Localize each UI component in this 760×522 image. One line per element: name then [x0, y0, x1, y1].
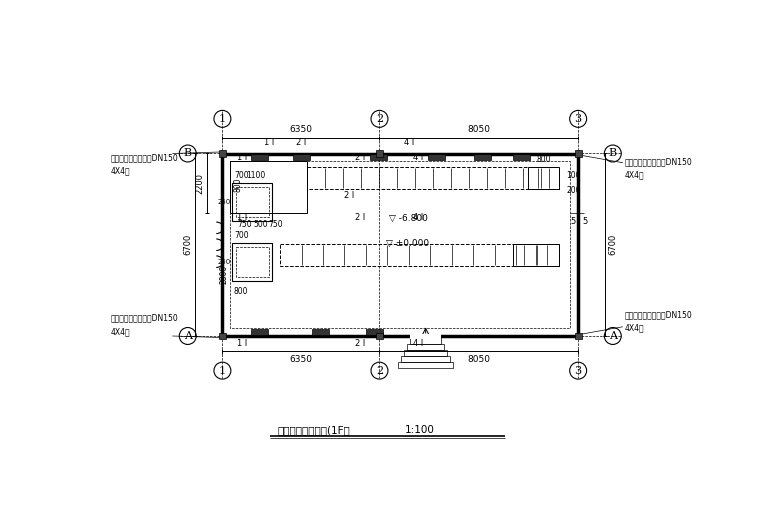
Text: 2 l: 2 l — [355, 213, 366, 222]
Text: 1 l: 1 l — [236, 213, 247, 222]
Bar — [293, 155, 310, 160]
Bar — [223, 153, 578, 336]
Bar — [407, 343, 444, 350]
Text: 2 l: 2 l — [355, 153, 366, 162]
Bar — [236, 186, 268, 217]
Text: 100: 100 — [567, 171, 581, 180]
Bar — [474, 155, 491, 160]
Text: 电缆沟型钢穿墙套管DN150
4X4根: 电缆沟型钢穿墙套管DN150 4X4根 — [625, 310, 692, 332]
Bar — [410, 338, 441, 343]
Bar — [230, 161, 307, 213]
Text: 5: 5 — [582, 217, 587, 226]
Text: ▽ -6.800: ▽ -6.800 — [388, 213, 427, 223]
Bar — [404, 350, 447, 356]
Text: ▽ ±0.000: ▽ ±0.000 — [386, 239, 429, 248]
Bar — [366, 329, 383, 335]
Text: 4 l: 4 l — [413, 339, 423, 348]
Text: 800: 800 — [234, 177, 243, 192]
Bar — [575, 333, 581, 339]
Text: 1100: 1100 — [246, 171, 265, 181]
Bar — [513, 155, 530, 160]
Bar — [398, 362, 454, 369]
Text: 2 l: 2 l — [344, 191, 354, 199]
Text: 1 l: 1 l — [236, 153, 247, 162]
Text: 2 l: 2 l — [355, 339, 366, 348]
Text: 1: 1 — [219, 365, 226, 376]
Text: 2 l: 2 l — [296, 138, 306, 147]
Text: A: A — [184, 331, 192, 341]
Text: 250: 250 — [217, 259, 231, 265]
Text: 1: 1 — [219, 114, 226, 124]
Bar — [233, 243, 272, 281]
Bar — [410, 335, 441, 339]
Bar — [233, 183, 272, 221]
Text: 700: 700 — [234, 171, 249, 181]
Text: 750: 750 — [268, 220, 283, 229]
Text: 800: 800 — [537, 155, 551, 163]
Text: 2800: 2800 — [220, 265, 229, 284]
Text: 电缆沟型钢穿墙套管DN150
4X4根: 电缆沟型钢穿墙套管DN150 4X4根 — [111, 314, 179, 336]
Bar — [401, 356, 451, 362]
Text: 电缆沟型钢穿墙套管DN150
4X4根: 电缆沟型钢穿墙套管DN150 4X4根 — [625, 157, 692, 180]
Text: 200: 200 — [567, 186, 581, 195]
Text: 3: 3 — [575, 114, 581, 124]
Text: 2: 2 — [376, 114, 383, 124]
Text: 800: 800 — [234, 287, 249, 296]
Bar — [575, 150, 581, 157]
Bar — [376, 333, 383, 339]
Bar — [236, 246, 268, 277]
Text: 500: 500 — [253, 220, 268, 229]
Text: 8050: 8050 — [467, 125, 490, 134]
Bar — [528, 168, 559, 189]
Bar — [251, 155, 268, 160]
Text: B: B — [609, 148, 617, 159]
Bar — [376, 150, 383, 157]
Text: 8050: 8050 — [467, 355, 490, 364]
Text: 1 l: 1 l — [236, 339, 247, 348]
Text: 4 l: 4 l — [413, 153, 423, 162]
Text: 6350: 6350 — [290, 125, 312, 134]
Text: 6350: 6350 — [290, 355, 312, 364]
Bar — [428, 155, 445, 160]
Bar — [307, 168, 559, 189]
Bar — [370, 155, 387, 160]
Text: 4 l: 4 l — [413, 213, 423, 222]
Text: 变电所平面布置图(1F）: 变电所平面布置图(1F） — [278, 425, 350, 435]
Bar — [312, 329, 329, 335]
Text: 1 l: 1 l — [264, 138, 274, 147]
Bar — [219, 150, 226, 157]
Text: 6700: 6700 — [183, 234, 192, 255]
Text: 2: 2 — [376, 365, 383, 376]
Text: 700: 700 — [234, 231, 249, 240]
Bar — [513, 244, 559, 266]
Text: 3: 3 — [575, 365, 581, 376]
Bar — [219, 333, 226, 339]
Bar — [280, 244, 559, 266]
Text: 250: 250 — [217, 199, 231, 205]
Text: 750: 750 — [238, 220, 252, 229]
Text: A: A — [609, 331, 617, 341]
Bar — [230, 161, 571, 328]
Text: B: B — [184, 148, 192, 159]
Text: 4 l: 4 l — [404, 138, 414, 147]
Text: 2200: 2200 — [195, 173, 204, 194]
Bar — [251, 329, 268, 335]
Text: 6700: 6700 — [608, 234, 617, 255]
Text: 1:100: 1:100 — [405, 425, 435, 435]
Text: 5: 5 — [571, 217, 575, 226]
Text: 电缆沟型钢穿墙套管DN150
4X4根: 电缆沟型钢穿墙套管DN150 4X4根 — [111, 153, 179, 176]
